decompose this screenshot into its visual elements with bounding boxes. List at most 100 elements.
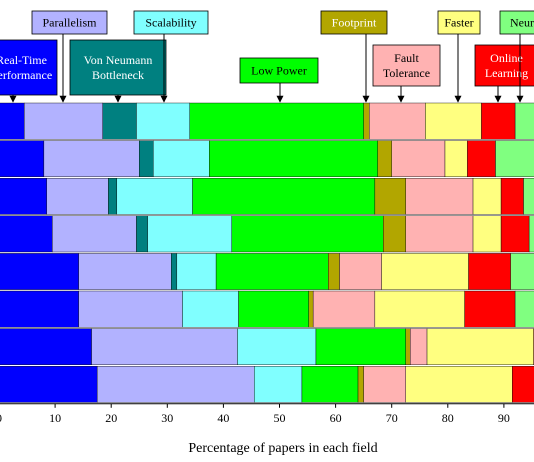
bar-segment-faster-row-1 <box>425 102 482 140</box>
bar-segment-parallelism-row-2 <box>43 140 140 178</box>
x-tick-label: 10 <box>49 411 61 425</box>
bar-segment-real-time-performance-row-6 <box>0 290 79 328</box>
bar-segment-von-neumann-bottleneck-row-4 <box>136 215 148 253</box>
bar-segment-fault-tolerance-row-5 <box>339 253 382 290</box>
bar-segment-real-time-performance-row-8 <box>0 366 98 403</box>
legend-label: Low Power <box>251 64 307 78</box>
bar-segment-footprint-row-3 <box>374 177 406 215</box>
x-tick-label: 90 <box>498 411 510 425</box>
bar-segment-parallelism-row-6 <box>78 290 183 328</box>
x-tick-label: 20 <box>105 411 117 425</box>
bar-segment-fault-tolerance-row-8 <box>363 366 406 403</box>
bar-segment-fault-tolerance-row-3 <box>405 177 474 215</box>
bar-segment-low-power-row-8 <box>301 366 359 403</box>
legend-label: Tolerance <box>383 66 430 80</box>
bar-segment-von-neumann-bottleneck-row-3 <box>108 177 118 215</box>
bar-segment-footprint-row-4 <box>383 215 406 253</box>
legend-label: Performance <box>0 68 52 82</box>
callout-box <box>0 39 58 96</box>
bar-segment-parallelism-row-4 <box>52 215 137 253</box>
x-tick-label: 60 <box>330 411 342 425</box>
bar-segment-real-time-performance-row-4 <box>0 215 53 253</box>
bar-segment-real-time-performance-row-3 <box>0 177 47 215</box>
legend-label: Footprint <box>332 16 377 30</box>
callout-box <box>320 10 388 35</box>
bar-segment-neuro-row-1 <box>514 102 534 140</box>
bar-segment-scalability-row-3 <box>116 177 193 215</box>
bar-segment-footprint-row-6 <box>308 290 314 328</box>
bar-segment-faster-row-7 <box>426 328 534 366</box>
legend-label: Scalability <box>145 16 196 30</box>
bar-segment-von-neumann-bottleneck-row-5 <box>171 253 178 290</box>
bar-segment-fault-tolerance-row-2 <box>391 140 446 178</box>
callout-neuro: Neuro <box>499 10 534 103</box>
bar-segment-online-learning-row-2 <box>467 140 496 178</box>
bar-segment-neuro-row-2 <box>495 140 534 178</box>
callout-box <box>437 10 481 35</box>
bar-segment-neuro-row-4 <box>528 215 534 253</box>
bar-segment-parallelism-row-3 <box>46 177 109 215</box>
bar-segment-faster-row-8 <box>405 366 513 403</box>
legend-label: Von Neumann <box>84 53 153 67</box>
bars-layer <box>0 102 534 403</box>
bar-segment-low-power-row-6 <box>238 290 309 328</box>
bar-segment-online-learning-row-5 <box>468 253 511 290</box>
bar-segment-footprint-row-8 <box>357 366 364 403</box>
bar-segment-parallelism-row-1 <box>24 102 103 140</box>
x-tick-label: 80 <box>442 411 454 425</box>
callout-footprint: Footprint <box>320 10 388 103</box>
bar-segment-neuro-row-6 <box>514 290 534 328</box>
callout-scalability: Scalability <box>133 10 209 103</box>
callout-faster: Faster <box>437 10 481 103</box>
bar-segment-parallelism-row-7 <box>91 328 238 366</box>
legend-label: Faster <box>444 16 473 30</box>
bar-segment-online-learning-row-4 <box>500 215 530 253</box>
bar-segment-fault-tolerance-row-1 <box>369 102 426 140</box>
bar-segment-low-power-row-4 <box>231 215 384 253</box>
bar-segment-faster-row-4 <box>472 215 502 253</box>
bar-segment-real-time-performance-row-7 <box>0 328 92 366</box>
bar-segment-neuro-row-3 <box>523 177 534 215</box>
bar-segment-scalability-row-4 <box>147 215 233 253</box>
legend-label: Parallelism <box>43 16 98 30</box>
bar-segment-von-neumann-bottleneck-row-2 <box>139 140 154 178</box>
bar-segment-faster-row-3 <box>472 177 502 215</box>
legend-label: Real-Time <box>0 53 47 67</box>
bar-segment-scalability-row-5 <box>176 253 217 290</box>
callout-box <box>499 10 534 35</box>
bar-segment-scalability-row-8 <box>254 366 303 403</box>
series-callouts: Real-TimePerformance Parallelism Von Neuma… <box>0 10 534 103</box>
bar-segment-online-learning-row-8 <box>512 366 534 403</box>
bar-segment-faster-row-6 <box>374 290 465 328</box>
bar-segment-fault-tolerance-row-7 <box>410 328 428 366</box>
callout-low-power: Low Power <box>239 57 319 103</box>
x-axis: 0 10 20 30 40 50 60 70 80 90 <box>0 403 534 425</box>
bar-segment-fault-tolerance-row-4 <box>405 215 474 253</box>
bar-segment-low-power-row-2 <box>209 140 378 178</box>
bar-segment-fault-tolerance-row-6 <box>312 290 376 328</box>
bar-segment-low-power-row-1 <box>189 102 364 140</box>
x-tick-label: 30 <box>161 411 173 425</box>
bar-segment-footprint-row-1 <box>363 102 370 140</box>
bar-segment-scalability-row-7 <box>237 328 317 366</box>
callout-real-time-performance: Real-TimePerformance <box>0 39 58 103</box>
bar-segment-low-power-row-7 <box>315 328 406 366</box>
legend-label: Neuro <box>510 16 534 30</box>
bar-segment-online-learning-row-3 <box>500 177 524 215</box>
x-tick-label: 40 <box>217 411 229 425</box>
callout-box <box>474 44 534 87</box>
legend-label: Online <box>490 51 523 65</box>
callout-box <box>31 10 108 35</box>
bar-segment-parallelism-row-5 <box>78 253 172 290</box>
x-tick-label: 50 <box>274 411 286 425</box>
callout-parallelism: Parallelism <box>31 10 108 103</box>
bar-segment-von-neumann-bottleneck-row-1 <box>102 102 137 140</box>
bar-segment-neuro-row-5 <box>510 253 534 290</box>
bar-segment-faster-row-2 <box>444 140 468 178</box>
callout-box <box>239 57 319 84</box>
callout-box <box>69 39 167 96</box>
legend-label: Fault <box>394 51 419 65</box>
